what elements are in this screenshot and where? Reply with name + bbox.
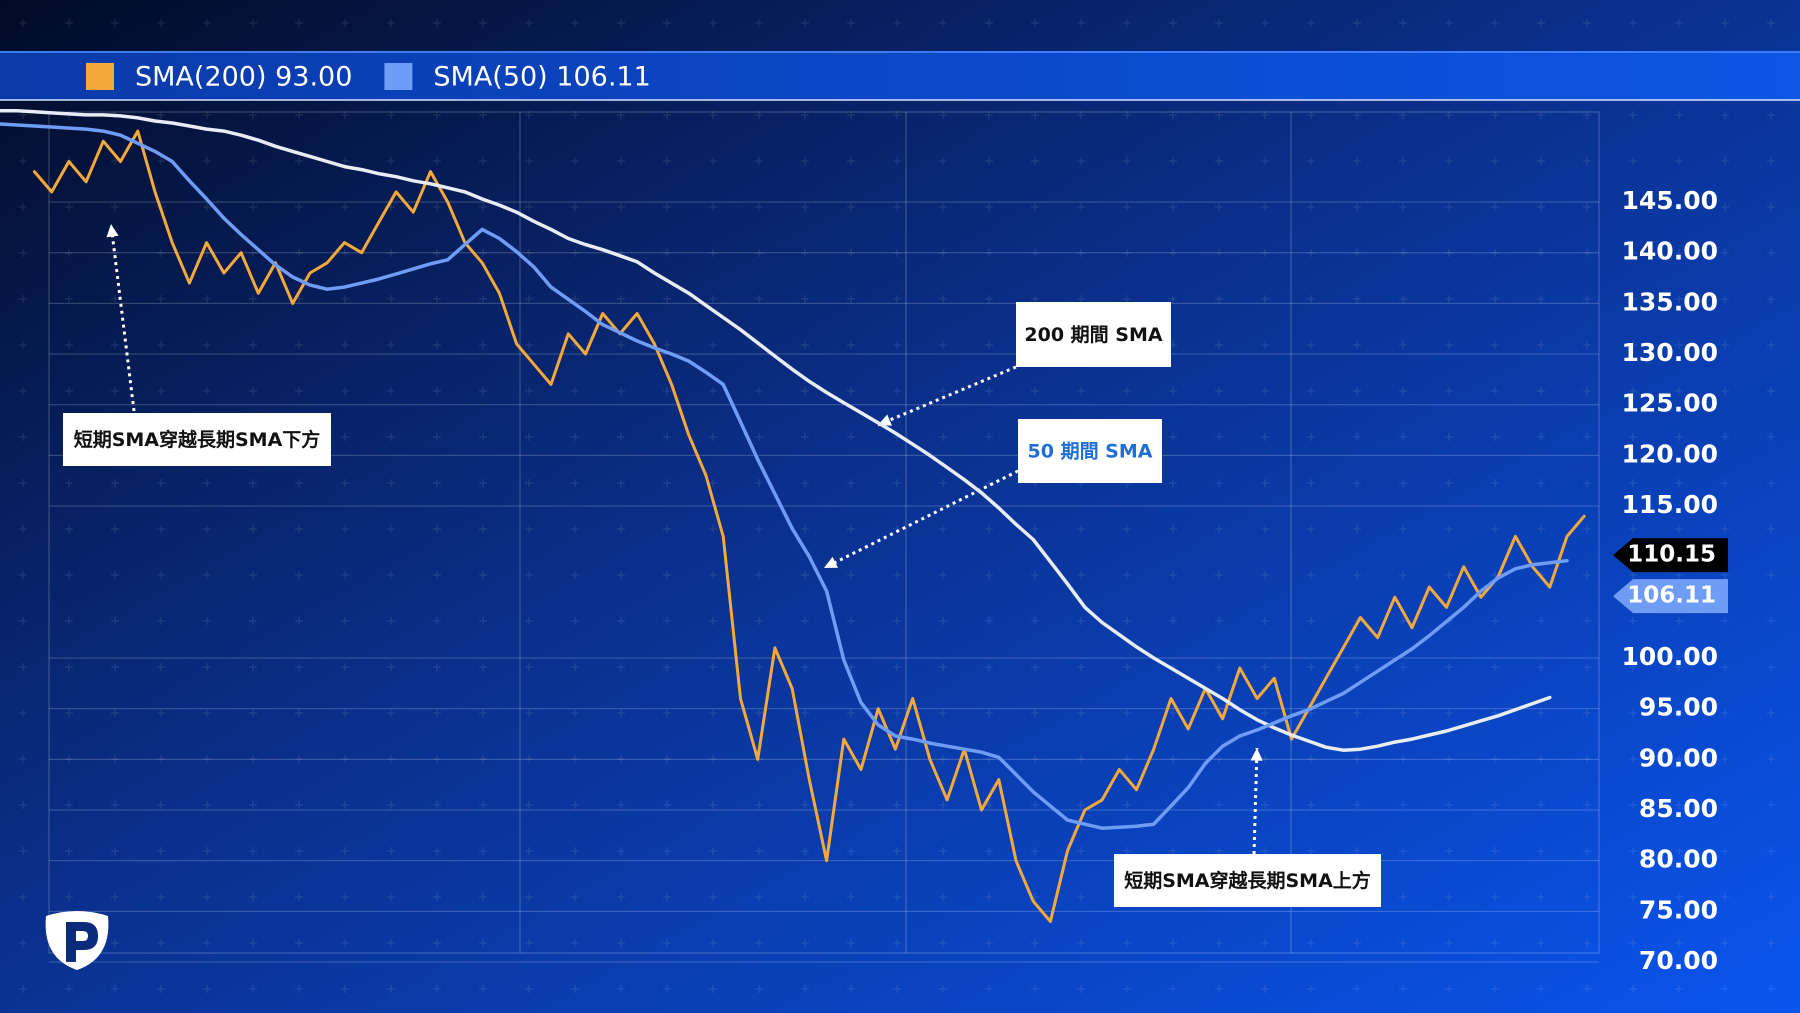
- price-tag-label: 110.15: [1627, 542, 1716, 568]
- annotation-box: [1114, 854, 1381, 907]
- price-tag-label: 106.11: [1627, 583, 1716, 609]
- legend-swatch: [86, 63, 114, 90]
- annotation-box: [1018, 419, 1162, 483]
- price-tag: [1613, 538, 1728, 573]
- y-tick-label: 90.00: [1639, 743, 1718, 772]
- logo: [45, 911, 109, 970]
- y-tick-label: 140.00: [1622, 237, 1718, 266]
- y-tick-label: 85.00: [1639, 794, 1718, 823]
- annotation-arrow: [823, 469, 1019, 570]
- y-tick-label: 80.00: [1639, 845, 1718, 874]
- y-tick-label: 120.00: [1622, 439, 1718, 468]
- annotation-arrowhead: [824, 556, 838, 568]
- price-tag: [1613, 579, 1728, 614]
- y-tick-label: 130.00: [1622, 338, 1718, 367]
- legend-label: SMA(50) 106.11: [433, 62, 650, 93]
- legend-label: SMA(200) 93.00: [135, 62, 352, 93]
- y-tick-label: 125.00: [1622, 389, 1718, 418]
- y-tick-label: 95.00: [1639, 693, 1718, 722]
- annotation-box: [1016, 302, 1171, 367]
- y-tick-label: 115.00: [1622, 490, 1718, 519]
- annotation-arrowhead: [106, 224, 119, 238]
- annotation-text: 短期SMA穿越長期SMA下方: [74, 428, 321, 451]
- y-tick-label: 135.00: [1622, 287, 1718, 316]
- y-tick-label: 145.00: [1622, 186, 1718, 215]
- annotation-arrowhead: [1250, 748, 1263, 761]
- series-line: [0, 122, 1569, 830]
- annotation-text: 200 期間 SMA: [1024, 324, 1162, 346]
- legend-swatch: [384, 63, 413, 90]
- legend-bar: [0, 52, 1800, 100]
- series-line: [0, 109, 1552, 752]
- y-tick-label: 75.00: [1639, 895, 1718, 924]
- annotation-box: [63, 413, 331, 466]
- y-tick-label: 100.00: [1622, 642, 1718, 671]
- series-line: [32, 129, 1586, 923]
- annotation-text: 短期SMA穿越長期SMA上方: [1124, 869, 1371, 892]
- y-tick-label: 70.00: [1639, 946, 1718, 975]
- annotation-text: 50 期間 SMA: [1028, 441, 1153, 463]
- plot-frame: [48, 111, 1600, 954]
